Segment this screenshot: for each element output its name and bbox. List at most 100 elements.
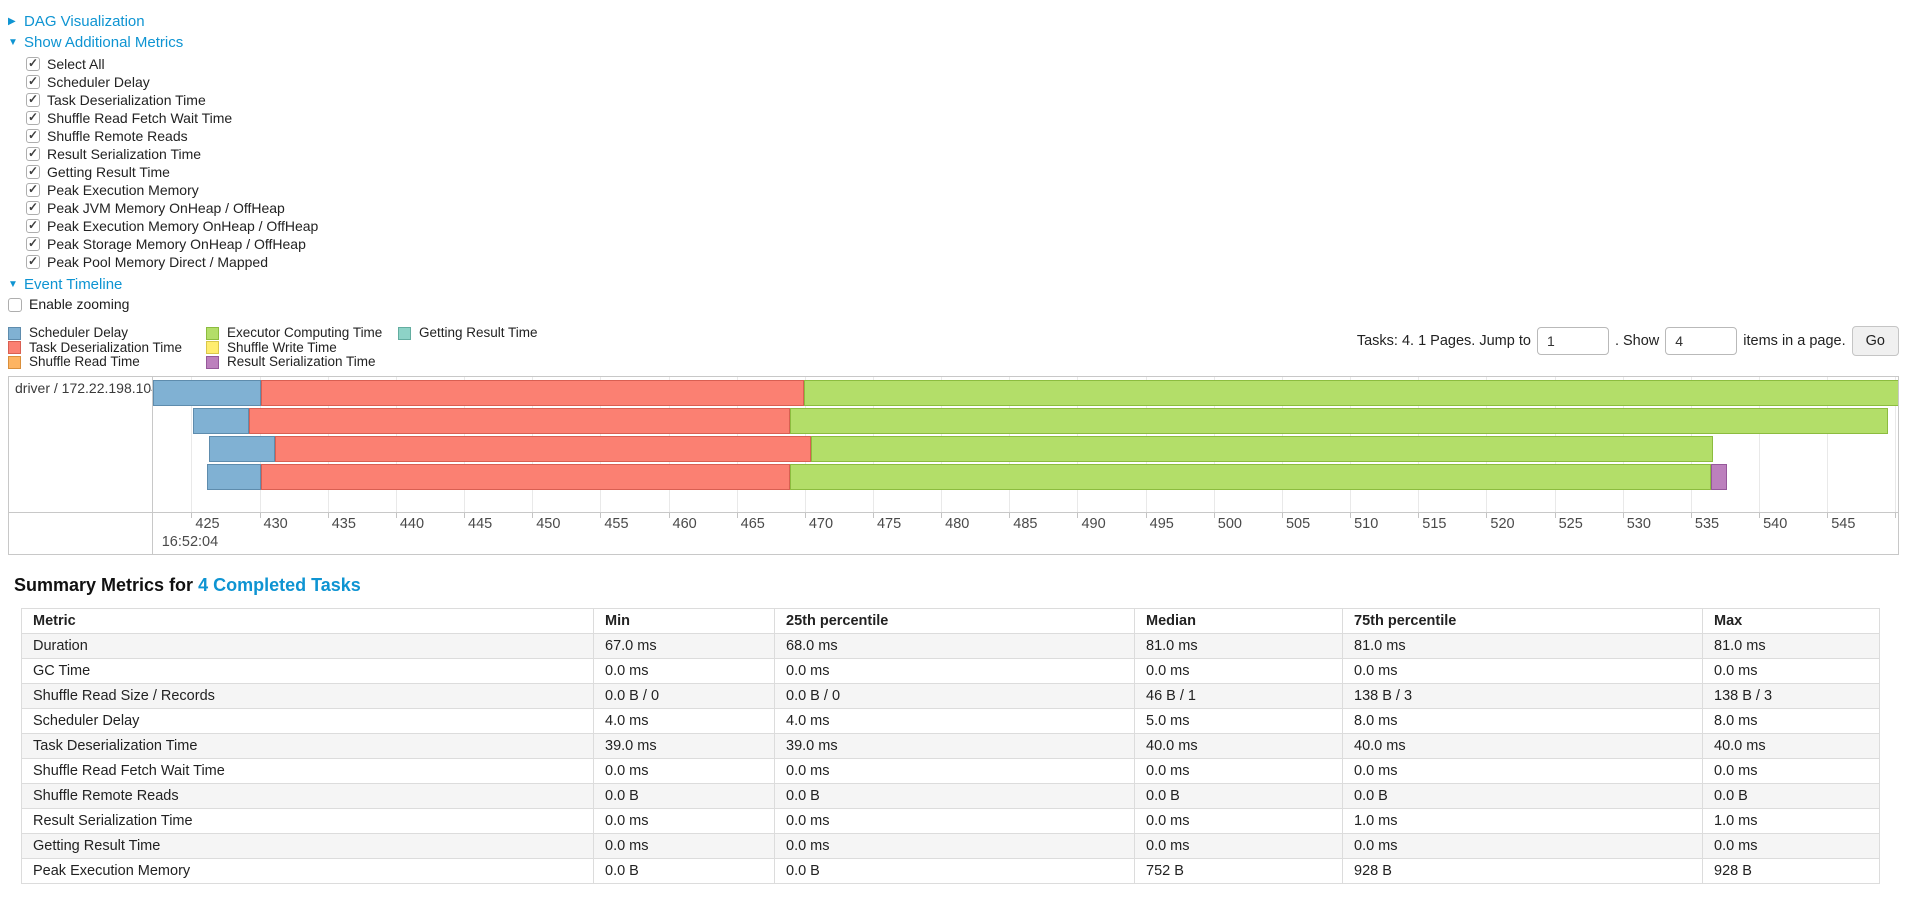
axis-tick-label: 530 (1626, 515, 1651, 532)
go-button[interactable]: Go (1851, 326, 1899, 356)
timeline-gridline (1759, 376, 1761, 512)
legend-swatch-icon (8, 326, 21, 340)
checkbox-peak-execution-memory-onheap-offheap[interactable] (26, 218, 40, 233)
metric-name-cell: Peak Execution Memory (21, 857, 594, 884)
checkbox-peak-execution-memory[interactable] (26, 182, 40, 197)
metric-name-cell: Task Deserialization Time (21, 732, 594, 759)
task-bar-segment-deser[interactable] (261, 379, 804, 406)
axis-tick-label: 460 (672, 515, 697, 532)
metric-value-cell: 138 B / 3 (1342, 682, 1703, 709)
task-bar-segment-scheduler[interactable] (153, 379, 262, 406)
task-bar-segment-executor[interactable] (810, 435, 1714, 462)
task-bar-segment-executor[interactable] (789, 407, 1888, 434)
legend-column: Executor Computing Time Shuffle Write Tim… (206, 325, 398, 370)
enable-zooming-checkbox[interactable] (8, 297, 22, 312)
legend-item-executor-computing-time: Executor Computing Time (206, 325, 398, 341)
task-bar-segment-scheduler[interactable] (193, 407, 249, 434)
legend-item-getting-result-time: Getting Result Time (398, 325, 538, 341)
metric-value-cell: 0.0 ms (1342, 657, 1703, 684)
axis-tick-label: 485 (1013, 515, 1038, 532)
summary-column-header-median: Median (1134, 607, 1343, 634)
timeline-time-axis: 16:52:04 425 430 435 440 445 450 455 460 465 470 4… (153, 511, 1898, 554)
axis-tick (1486, 512, 1488, 518)
metric-value-cell: 81.0 ms (1702, 632, 1880, 659)
metric-value-cell: 0.0 ms (1134, 832, 1343, 859)
legend-swatch-icon (206, 326, 219, 340)
legend-item-result-serialization-time: Result Serialization Time (206, 354, 398, 370)
timeline-axis-spacer (9, 511, 153, 554)
checkbox-label: Shuffle Read Fetch Wait Time (47, 110, 233, 126)
metric-value-cell: 0.0 ms (774, 807, 1135, 834)
collapsed-arrow-icon: ▶ (8, 16, 16, 27)
legend-swatch-icon (206, 341, 219, 355)
task-bar-segment-scheduler[interactable] (208, 435, 276, 462)
checkbox-peak-storage-memory-onheap-offheap[interactable] (26, 236, 40, 251)
axis-tick-label: 495 (1149, 515, 1174, 532)
legend-label: Result Serialization Time (227, 354, 376, 369)
checkbox-label: Select All (47, 56, 105, 72)
metric-value-cell: 0.0 B / 0 (774, 682, 1135, 709)
items-per-page-input[interactable] (1665, 327, 1738, 355)
task-bar-segment-result_ser[interactable] (1711, 463, 1727, 490)
metric-checkbox-row: Peak Execution Memory OnHeap / OffHeap (26, 217, 1899, 235)
axis-tick-label: 435 (331, 515, 356, 532)
axis-tick (259, 512, 261, 518)
metric-value-cell: 0.0 B (593, 857, 775, 884)
checkbox-task-deserialization-time[interactable] (26, 92, 40, 107)
axis-tick-label: 465 (740, 515, 765, 532)
checkbox-select-all[interactable] (26, 56, 40, 71)
task-bar-segment-deser[interactable] (275, 435, 811, 462)
expanded-arrow-icon: ▼ (8, 37, 18, 48)
axis-tick (600, 512, 602, 518)
summary-table-row: Shuffle Read Fetch Wait Time 0.0 ms 0.0 ms… (21, 757, 1880, 784)
task-bar-segment-executor[interactable] (803, 379, 1898, 406)
task-bar-segment-deser[interactable] (261, 463, 790, 490)
checkbox-shuffle-read-fetch-wait-time[interactable] (26, 110, 40, 125)
axis-tick (395, 512, 397, 518)
task-bar-segment-deser[interactable] (248, 407, 790, 434)
metric-value-cell: 5.0 ms (1134, 707, 1343, 734)
axis-tick (1759, 512, 1761, 518)
checkbox-scheduler-delay[interactable] (26, 74, 40, 89)
summary-table-row: Shuffle Remote Reads 0.0 B 0.0 B 0.0 B 0.0 B… (21, 782, 1880, 809)
checkbox-peak-jvm-memory-onheap-offheap[interactable] (26, 200, 40, 215)
metric-name-cell: Result Serialization Time (21, 807, 594, 834)
summary-table-row: Scheduler Delay 4.0 ms 4.0 ms 5.0 ms 8.0 ms 8… (21, 707, 1880, 734)
event-timeline-toggle[interactable]: ▼ Event Timeline (8, 273, 1899, 294)
show-additional-metrics-toggle[interactable]: ▼ Show Additional Metrics (8, 31, 1899, 52)
jump-to-page-input[interactable] (1536, 327, 1609, 355)
summary-metrics-table: Metric Min 25th percentile Median 75th perce… (21, 607, 1880, 884)
axis-tick-label: 455 (604, 515, 629, 532)
metric-value-cell: 0.0 ms (774, 832, 1135, 859)
task-bar-segment-executor[interactable] (789, 463, 1712, 490)
metric-value-cell: 40.0 ms (1342, 732, 1703, 759)
metric-value-cell: 928 B (1702, 857, 1880, 884)
metric-value-cell: 0.0 ms (593, 832, 775, 859)
dag-visualization-toggle[interactable]: ▶ DAG Visualization (8, 10, 1899, 31)
metric-value-cell: 0.0 ms (1134, 657, 1343, 684)
completed-tasks-link[interactable]: 4 Completed Tasks (198, 574, 361, 595)
metric-value-cell: 81.0 ms (1342, 632, 1703, 659)
checkbox-getting-result-time[interactable] (26, 164, 40, 179)
checkbox-shuffle-remote-reads[interactable] (26, 128, 40, 143)
checkbox-label: Peak Execution Memory OnHeap / OffHeap (47, 218, 319, 234)
metric-value-cell: 0.0 ms (593, 657, 775, 684)
axis-tick (1077, 512, 1079, 518)
metric-name-cell: Scheduler Delay (21, 707, 594, 734)
metric-checkbox-row: Shuffle Remote Reads (26, 127, 1899, 145)
axis-tick-label: 515 (1422, 515, 1447, 532)
summary-column-header-metric: Metric (21, 607, 594, 634)
metric-value-cell: 0.0 B (1702, 782, 1880, 809)
axis-tick (668, 512, 670, 518)
task-bar-segment-scheduler[interactable] (207, 463, 262, 490)
metric-value-cell: 40.0 ms (1134, 732, 1343, 759)
checkbox-peak-pool-memory-direct-mapped[interactable] (26, 254, 40, 269)
metric-value-cell: 0.0 ms (1702, 657, 1880, 684)
checkbox-result-serialization-time[interactable] (26, 146, 40, 161)
axis-tick (1350, 512, 1352, 518)
metric-value-cell: 46 B / 1 (1134, 682, 1343, 709)
metric-checkbox-row: Scheduler Delay (26, 73, 1899, 91)
metric-name-cell: Shuffle Remote Reads (21, 782, 594, 809)
axis-tick-label: 535 (1694, 515, 1720, 532)
metric-value-cell: 0.0 B / 0 (593, 682, 775, 709)
